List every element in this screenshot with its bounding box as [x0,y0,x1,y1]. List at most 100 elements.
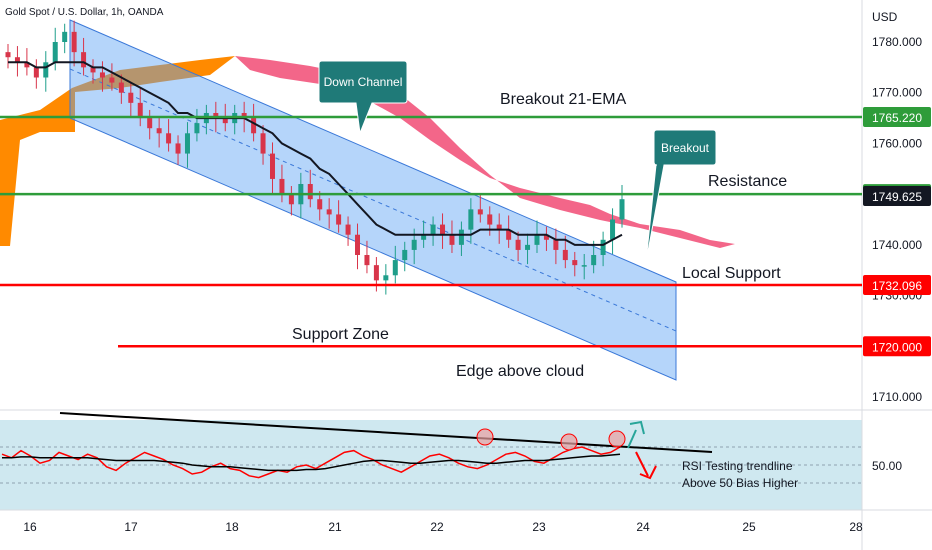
candle [33,59,39,89]
ema-path [8,61,623,246]
cloud-orange [0,56,235,246]
x-tick-label: 24 [636,520,650,534]
candle-body [90,67,96,73]
candle-body [269,153,275,179]
candle [477,195,483,223]
candle [383,264,389,295]
candle-body [572,260,578,266]
candle [184,122,190,168]
candle [288,186,294,216]
rsi-touch-marker [476,428,494,446]
candle [553,228,559,265]
candle-body [515,239,521,250]
candle-body [147,118,153,129]
candle [402,241,408,272]
candle [430,216,436,246]
candle-body [355,234,361,255]
candle-body [5,52,11,58]
channel-midline [69,68,677,332]
candle-body [458,229,464,245]
candle-body [213,113,219,119]
candle [525,233,531,265]
rsi-touch-marker [560,433,578,451]
resistance-label: Resistance [708,173,787,190]
y-tick-label: 1710.000 [872,390,922,404]
ema-21-line [8,61,623,246]
candle [43,51,49,92]
candle-body [468,209,474,230]
price-badge-bg [863,186,931,207]
candle-body [326,209,332,215]
candle-body [62,31,68,42]
horizontal-levels[interactable] [0,115,862,348]
local-support-label: Local Support [682,265,781,282]
candle-body [222,118,228,124]
candle [534,220,540,253]
price-badge-bg [863,106,931,127]
candle [572,251,578,277]
candle-body [506,229,512,240]
candle-body [317,199,323,210]
candle-body [137,102,143,119]
y-tick-label: 1770.000 [872,86,922,100]
currency-label: USD [872,10,898,24]
price-badge: 1749.625 [863,186,931,207]
candle-body [430,224,436,235]
candle [81,37,87,76]
x-tick-label: 18 [225,520,239,534]
candle-body [345,224,351,235]
candle-body [553,239,559,250]
candle-body [449,234,455,245]
candle [543,226,549,251]
candle-body [288,194,294,205]
candle [109,63,115,91]
candle-body [156,128,162,134]
x-tick-label: 21 [328,520,342,534]
price-badge: 1732.096 [863,274,931,295]
candle-body [496,224,502,230]
candle [62,23,68,54]
candle [336,200,342,233]
candle-body [581,265,587,267]
candle-body [184,133,190,154]
price-badge: 1720.000 [863,336,931,357]
x-tick-label: 16 [23,520,37,534]
rsi-note-line-2: Above 50 Bias Higher [682,476,798,490]
candle [487,206,493,236]
candle-body [24,62,30,68]
candle-body [487,214,493,225]
candle [449,220,455,253]
candle-body [336,214,342,225]
candle [307,169,313,208]
candle-body [534,234,540,245]
candle-body [562,249,568,261]
candle-body [307,184,313,200]
candle [562,235,568,269]
candle-body [402,249,408,261]
candle-body [33,67,39,78]
candle [364,240,370,274]
candle [14,46,20,77]
candle-body [600,239,606,255]
candle-body [241,113,247,119]
ichimoku-cloud [0,56,735,248]
candlesticks[interactable] [5,20,625,295]
candle [355,223,361,270]
candle [194,108,200,142]
candle [99,61,105,92]
candle [619,185,625,228]
candle-body [52,42,58,63]
candle [468,198,474,244]
candle-body [525,244,531,250]
bear-arrowhead-icon [639,465,657,480]
candle [392,245,398,284]
rsi-touch-marker [608,430,626,448]
candle-body [99,72,105,78]
candle-body [118,82,124,93]
down-channel-label: Down Channel [324,75,403,89]
candle-body [43,62,49,78]
y-tick-label: 1740.000 [872,238,922,252]
candle [128,81,134,118]
y-tick-label: 1760.000 [872,136,922,150]
